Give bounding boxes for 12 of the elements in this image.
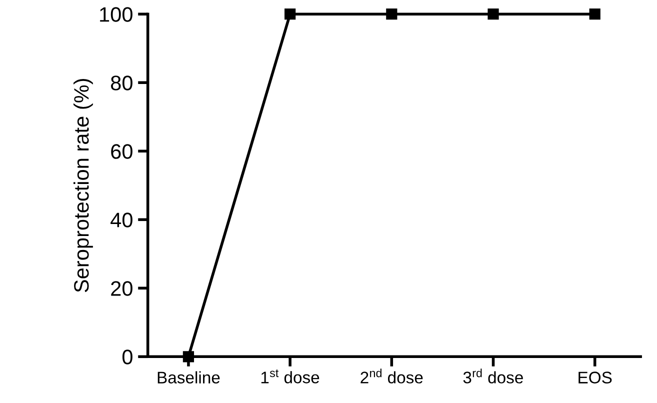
x-tick-label: Baseline: [158, 371, 220, 384]
x-tick-label: 1$^{st}$ dose: [261, 369, 320, 384]
y-tick-label: 20: [111, 281, 132, 296]
x-tick-label: 3$^{rd}$ dose: [463, 368, 523, 384]
y-tick-label: 40: [110, 212, 132, 228]
x-tick-label: 2$^{nd}$ dose: [360, 368, 423, 384]
y-tick-label: 0: [122, 350, 132, 364]
x-tick-label: EOS: [578, 372, 612, 384]
y-tick-label: 60: [111, 144, 132, 159]
y-tick-label: 80: [110, 76, 132, 90]
y-tick-label: 100: [100, 7, 132, 22]
y-axis-title: Seroprotection rate (%): [74, 78, 93, 292]
